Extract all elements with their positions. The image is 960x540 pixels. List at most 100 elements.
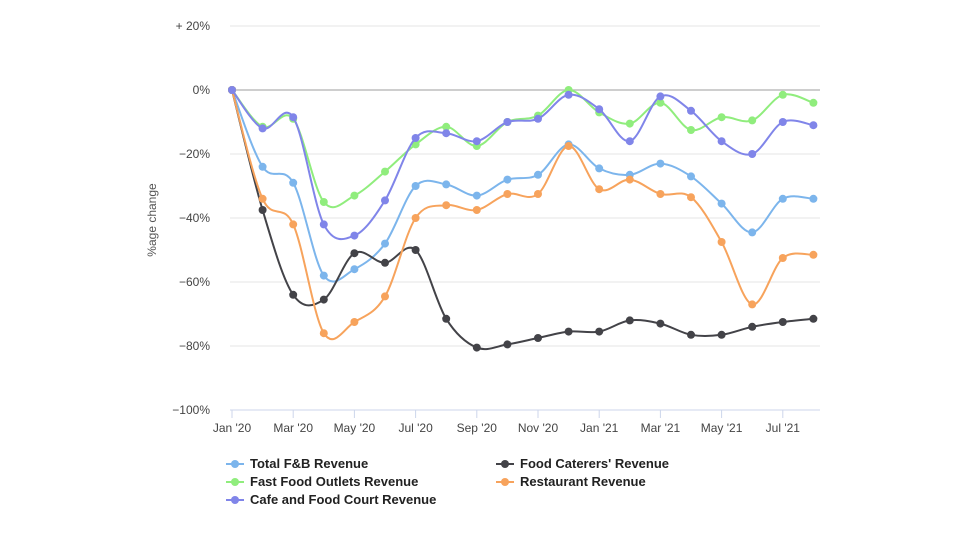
data-point[interactable] bbox=[442, 129, 451, 138]
data-point[interactable] bbox=[717, 199, 726, 208]
data-point[interactable] bbox=[534, 334, 542, 342]
legend-item[interactable]: Cafe and Food Court Revenue bbox=[226, 492, 436, 507]
data-point[interactable] bbox=[319, 295, 328, 304]
data-point[interactable] bbox=[656, 159, 665, 168]
data-point[interactable] bbox=[472, 343, 481, 352]
data-point[interactable] bbox=[411, 246, 420, 254]
data-point[interactable] bbox=[595, 327, 604, 336]
data-point[interactable] bbox=[656, 319, 665, 328]
data-point[interactable] bbox=[778, 318, 787, 326]
data-point[interactable] bbox=[258, 206, 267, 214]
data-point[interactable] bbox=[748, 228, 757, 237]
legend-swatch-icon bbox=[226, 458, 244, 470]
data-point[interactable] bbox=[595, 105, 604, 114]
data-point[interactable] bbox=[350, 318, 359, 326]
data-point[interactable] bbox=[595, 185, 604, 194]
data-point[interactable] bbox=[809, 98, 818, 107]
data-point[interactable] bbox=[442, 180, 451, 189]
data-point[interactable] bbox=[717, 113, 726, 122]
data-point[interactable] bbox=[748, 300, 757, 309]
x-tick-label: May '20 bbox=[334, 421, 376, 435]
data-point[interactable] bbox=[595, 164, 604, 173]
legend-item[interactable]: Restaurant Revenue bbox=[496, 474, 646, 489]
data-point[interactable] bbox=[534, 114, 542, 123]
data-point[interactable] bbox=[564, 142, 573, 150]
data-point[interactable] bbox=[442, 201, 451, 210]
data-point[interactable] bbox=[350, 249, 359, 258]
data-point[interactable] bbox=[319, 198, 328, 206]
data-point[interactable] bbox=[748, 116, 757, 125]
data-point[interactable] bbox=[717, 137, 726, 146]
data-point[interactable] bbox=[350, 265, 359, 274]
data-point[interactable] bbox=[381, 239, 389, 248]
data-point[interactable] bbox=[748, 150, 757, 158]
data-point[interactable] bbox=[319, 271, 328, 280]
x-tick-label: Jan '20 bbox=[213, 421, 252, 435]
data-point[interactable] bbox=[381, 196, 389, 205]
series-4 bbox=[228, 86, 818, 241]
legend-swatch-icon bbox=[226, 494, 244, 506]
data-point[interactable] bbox=[534, 190, 542, 198]
data-point[interactable] bbox=[809, 121, 818, 130]
data-point[interactable] bbox=[442, 314, 451, 323]
legend-item[interactable]: Food Caterers' Revenue bbox=[496, 456, 669, 471]
data-point[interactable] bbox=[319, 329, 328, 338]
data-point[interactable] bbox=[258, 124, 267, 133]
data-point[interactable] bbox=[656, 190, 665, 198]
y-tick-label: + 20% bbox=[176, 19, 211, 33]
data-point[interactable] bbox=[748, 322, 757, 331]
data-point[interactable] bbox=[228, 86, 236, 94]
data-point[interactable] bbox=[778, 118, 787, 126]
data-point[interactable] bbox=[350, 191, 359, 200]
data-point[interactable] bbox=[687, 106, 695, 115]
data-point[interactable] bbox=[809, 250, 818, 259]
data-point[interactable] bbox=[503, 190, 512, 198]
data-point[interactable] bbox=[472, 191, 481, 200]
data-point[interactable] bbox=[350, 231, 359, 240]
data-point[interactable] bbox=[687, 330, 695, 339]
data-point[interactable] bbox=[258, 162, 267, 171]
data-point[interactable] bbox=[656, 98, 665, 107]
data-point[interactable] bbox=[289, 178, 298, 187]
data-point[interactable] bbox=[289, 113, 298, 122]
data-point[interactable] bbox=[503, 175, 512, 184]
data-point[interactable] bbox=[534, 170, 542, 179]
data-point[interactable] bbox=[625, 119, 634, 128]
data-point[interactable] bbox=[411, 214, 420, 222]
legend-item[interactable]: Fast Food Outlets Revenue bbox=[226, 474, 418, 489]
data-point[interactable] bbox=[809, 194, 818, 203]
data-point[interactable] bbox=[381, 292, 389, 301]
data-point[interactable] bbox=[778, 90, 787, 99]
data-point[interactable] bbox=[442, 122, 451, 131]
data-point[interactable] bbox=[809, 314, 818, 323]
data-point[interactable] bbox=[503, 340, 512, 349]
data-point[interactable] bbox=[625, 316, 634, 325]
data-point[interactable] bbox=[258, 194, 267, 203]
data-point[interactable] bbox=[717, 238, 726, 246]
data-point[interactable] bbox=[625, 137, 634, 146]
data-point[interactable] bbox=[411, 140, 420, 149]
data-point[interactable] bbox=[411, 182, 420, 190]
data-point[interactable] bbox=[503, 118, 512, 126]
data-point[interactable] bbox=[687, 126, 695, 134]
legend-item[interactable]: Total F&B Revenue bbox=[226, 456, 368, 471]
data-point[interactable] bbox=[472, 137, 481, 146]
data-point[interactable] bbox=[289, 220, 298, 229]
legend: Total F&B Revenue Food Caterers' Revenue F… bbox=[226, 456, 746, 516]
data-point[interactable] bbox=[381, 167, 389, 176]
data-point[interactable] bbox=[564, 327, 573, 336]
data-point[interactable] bbox=[381, 258, 389, 267]
data-point[interactable] bbox=[625, 175, 634, 184]
data-point[interactable] bbox=[564, 90, 573, 99]
data-point[interactable] bbox=[717, 330, 726, 339]
data-point[interactable] bbox=[472, 206, 481, 214]
data-point[interactable] bbox=[778, 254, 787, 262]
data-point[interactable] bbox=[656, 92, 665, 101]
data-point[interactable] bbox=[778, 194, 787, 203]
data-point[interactable] bbox=[687, 172, 695, 181]
data-point[interactable] bbox=[319, 220, 328, 229]
data-point[interactable] bbox=[687, 193, 695, 202]
data-point[interactable] bbox=[289, 290, 298, 299]
data-point[interactable] bbox=[411, 134, 420, 142]
legend-label: Fast Food Outlets Revenue bbox=[250, 474, 419, 489]
